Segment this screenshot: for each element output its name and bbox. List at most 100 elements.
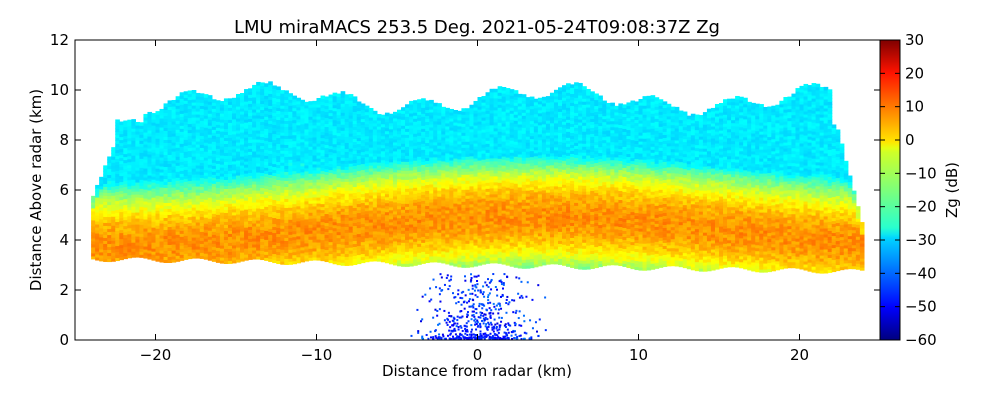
- echo-cell: [248, 166, 253, 170]
- echo-cell: [167, 235, 173, 239]
- echo-cell: [392, 135, 398, 140]
- echo-cell: [183, 178, 189, 182]
- echo-cell: [227, 191, 233, 195]
- echo-cell: [256, 168, 261, 173]
- echo-cell: [167, 205, 173, 209]
- echo-cell: [409, 232, 414, 237]
- echo-cell: [300, 219, 306, 224]
- echo-cell: [219, 206, 225, 210]
- echo-cell: [344, 250, 350, 254]
- echo-cell: [131, 212, 136, 216]
- echo-cell: [219, 188, 225, 192]
- echo-cell: [368, 147, 374, 151]
- echo-cell: [457, 152, 463, 157]
- echo-cell: [453, 170, 458, 174]
- echo-cell: [115, 233, 120, 238]
- echo-cell: [316, 232, 322, 237]
- echo-cell: [111, 156, 116, 160]
- echo-cell: [376, 153, 382, 157]
- echo-cell: [413, 235, 418, 239]
- echo-cell: [191, 255, 197, 259]
- echo-cell: [409, 202, 414, 207]
- echo-cell: [143, 215, 149, 220]
- echo-cell: [288, 141, 293, 145]
- echo-cell: [433, 147, 438, 152]
- echo-cell: [264, 116, 269, 120]
- echo-cell: [316, 211, 322, 216]
- echo-cell: [445, 251, 450, 256]
- echo-cell: [465, 204, 471, 208]
- echo-cell: [429, 183, 434, 188]
- echo-cell: [392, 171, 398, 176]
- echo-cell: [268, 183, 273, 187]
- echo-cell: [143, 230, 149, 235]
- echo-cell: [260, 127, 265, 132]
- echo-cell: [284, 174, 289, 178]
- echo-cell: [288, 183, 293, 187]
- echo-cell: [187, 183, 193, 188]
- echo-cell: [433, 186, 438, 191]
- echo-cell: [296, 145, 302, 150]
- echo-cell: [421, 224, 426, 228]
- echo-cell: [187, 207, 193, 212]
- echo-cell: [223, 134, 229, 138]
- echo-cell: [179, 230, 185, 234]
- echo-cell: [231, 142, 237, 147]
- echo-cell: [316, 145, 322, 150]
- echo-cell: [215, 247, 221, 251]
- echo-cell: [296, 100, 302, 105]
- echo-cell: [99, 203, 104, 208]
- echo-cell: [392, 219, 398, 224]
- echo-cell: [401, 122, 406, 126]
- echo-cell: [461, 189, 467, 193]
- echo-cell: [384, 124, 390, 129]
- echo-cell: [409, 106, 414, 111]
- echo-cell: [91, 249, 96, 254]
- echo-cell: [268, 252, 273, 256]
- echo-cell: [384, 169, 390, 174]
- echo-cell: [284, 216, 289, 220]
- echo-cell: [328, 148, 334, 153]
- echo-cell: [324, 168, 330, 173]
- echo-cell: [284, 198, 289, 202]
- echo-cell: [191, 138, 197, 142]
- echo-cell: [328, 220, 334, 225]
- echo-cell: [127, 245, 132, 250]
- echo-cell: [280, 165, 285, 169]
- echo-cell: [405, 143, 410, 147]
- echo-cell: [421, 182, 426, 186]
- echo-cell: [284, 228, 289, 232]
- echo-cell: [195, 155, 201, 160]
- echo-cell: [163, 139, 169, 143]
- echo-cell: [203, 136, 209, 140]
- echo-cell: [304, 230, 310, 235]
- echo-cell: [473, 157, 479, 162]
- echo-cell: [280, 135, 285, 139]
- echo-cell: [131, 218, 136, 222]
- echo-cell: [159, 111, 165, 116]
- echo-cell: [316, 250, 322, 255]
- echo-cell: [409, 223, 414, 228]
- echo-cell: [231, 238, 237, 243]
- echo-cell: [236, 174, 241, 179]
- echo-cell: [248, 241, 253, 245]
- echo-cell: [397, 115, 402, 120]
- echo-cell: [252, 129, 257, 134]
- echo-cell: [272, 133, 277, 138]
- echo-cell: [264, 248, 269, 252]
- echo-cell: [191, 225, 197, 229]
- echo-cell: [441, 223, 446, 228]
- echo-cell: [429, 246, 434, 251]
- echo-cell: [227, 98, 233, 102]
- echo-cell: [401, 200, 406, 204]
- echo-cell: [244, 122, 249, 126]
- echo-cell: [449, 183, 454, 188]
- echo-cell: [312, 217, 318, 222]
- echo-cell: [465, 180, 471, 184]
- echo-cell: [272, 130, 277, 135]
- echo-cell: [159, 252, 165, 257]
- echo-cell: [425, 199, 430, 204]
- echo-cell: [211, 252, 217, 256]
- echo-cell: [207, 203, 213, 207]
- echo-cell: [183, 94, 189, 98]
